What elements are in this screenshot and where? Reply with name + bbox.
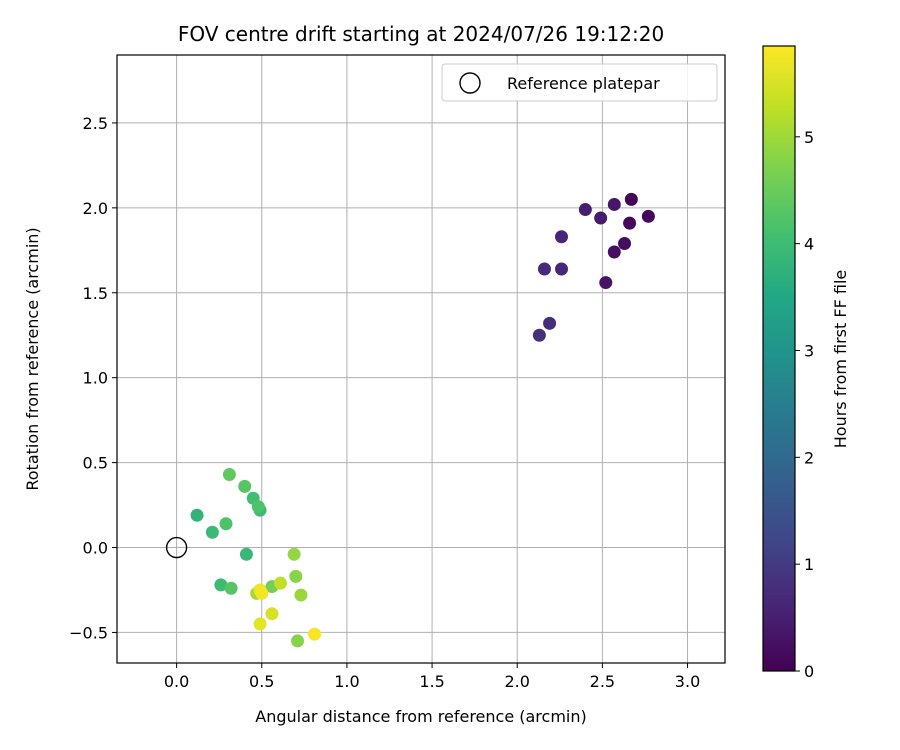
reference-platepar-marker bbox=[165, 536, 188, 559]
data-point bbox=[532, 328, 546, 342]
data-point bbox=[253, 617, 267, 631]
data-point bbox=[555, 262, 569, 276]
x-tick-label: 2.0 bbox=[504, 672, 529, 691]
data-point bbox=[222, 467, 236, 481]
y-tick-label: 2.5 bbox=[83, 114, 108, 133]
data-point bbox=[623, 216, 637, 230]
x-axis-ticks: 0.0 0.5 1.0 1.5 2.0 2.5 3.0 bbox=[164, 663, 700, 691]
data-point bbox=[291, 634, 305, 648]
data-point bbox=[289, 569, 303, 583]
y-axis-label: Rotation from reference (arcmin) bbox=[23, 227, 42, 490]
y-tick-label: −0.5 bbox=[69, 623, 108, 642]
data-point bbox=[294, 588, 308, 602]
gridlines bbox=[117, 55, 725, 663]
data-point bbox=[607, 197, 621, 211]
colorbar-frame bbox=[762, 45, 796, 672]
data-point bbox=[224, 581, 238, 595]
y-tick-label: 0.0 bbox=[83, 539, 108, 558]
legend: Reference platepar bbox=[441, 63, 718, 102]
data-point bbox=[537, 262, 551, 276]
chart-title: FOV centre drift starting at 2024/07/26 … bbox=[178, 22, 664, 46]
data-point bbox=[214, 578, 228, 592]
x-tick-label: 1.0 bbox=[334, 672, 359, 691]
data-point bbox=[251, 500, 265, 514]
x-tick-label: 1.5 bbox=[419, 672, 444, 691]
data-point bbox=[205, 525, 219, 539]
legend-box bbox=[441, 63, 718, 102]
data-point bbox=[555, 230, 569, 244]
data-point bbox=[239, 547, 253, 561]
data-point bbox=[238, 479, 252, 493]
data-point bbox=[607, 245, 621, 259]
legend-entry: Reference platepar bbox=[507, 74, 660, 93]
x-tick-label: 0.0 bbox=[164, 672, 189, 691]
plot-frame bbox=[116, 54, 726, 664]
colorbar-gradient bbox=[763, 46, 795, 671]
data-point bbox=[578, 203, 592, 217]
data-point bbox=[219, 517, 233, 531]
data-point bbox=[543, 316, 557, 330]
colorbar-tick-label: 3 bbox=[804, 341, 814, 360]
x-tick-label: 2.5 bbox=[590, 672, 615, 691]
data-point bbox=[599, 276, 613, 290]
colorbar: 0 1 2 3 4 5 Hours from first FF file bbox=[762, 45, 850, 681]
data-point bbox=[308, 627, 322, 641]
data-point bbox=[641, 209, 655, 223]
x-tick-label: 0.5 bbox=[249, 672, 274, 691]
x-axis-label: Angular distance from reference (arcmin) bbox=[255, 707, 586, 726]
y-axis-ticks: −0.5 0.0 0.5 1.0 1.5 2.0 2.5 bbox=[69, 114, 117, 642]
colorbar-tick-label: 0 bbox=[804, 662, 814, 681]
colorbar-ticks: 0 1 2 3 4 5 bbox=[795, 128, 814, 681]
colorbar-tick-label: 5 bbox=[804, 128, 814, 147]
colorbar-label: Hours from first FF file bbox=[831, 270, 850, 449]
data-point bbox=[255, 586, 269, 600]
data-point bbox=[287, 547, 301, 561]
data-point bbox=[190, 508, 204, 522]
data-points bbox=[190, 192, 655, 648]
data-point bbox=[273, 576, 287, 590]
colorbar-tick-label: 1 bbox=[804, 555, 814, 574]
data-point bbox=[594, 211, 608, 225]
y-tick-label: 0.5 bbox=[83, 454, 108, 473]
y-tick-label: 2.0 bbox=[83, 199, 108, 218]
y-tick-label: 1.0 bbox=[83, 369, 108, 388]
legend-marker-icon bbox=[459, 72, 481, 94]
x-tick-label: 3.0 bbox=[675, 672, 700, 691]
data-point bbox=[624, 192, 638, 206]
colorbar-tick-label: 2 bbox=[804, 448, 814, 467]
data-point bbox=[618, 237, 632, 251]
colorbar-tick-label: 4 bbox=[804, 235, 814, 254]
y-tick-label: 1.5 bbox=[83, 284, 108, 303]
data-point bbox=[265, 607, 279, 621]
